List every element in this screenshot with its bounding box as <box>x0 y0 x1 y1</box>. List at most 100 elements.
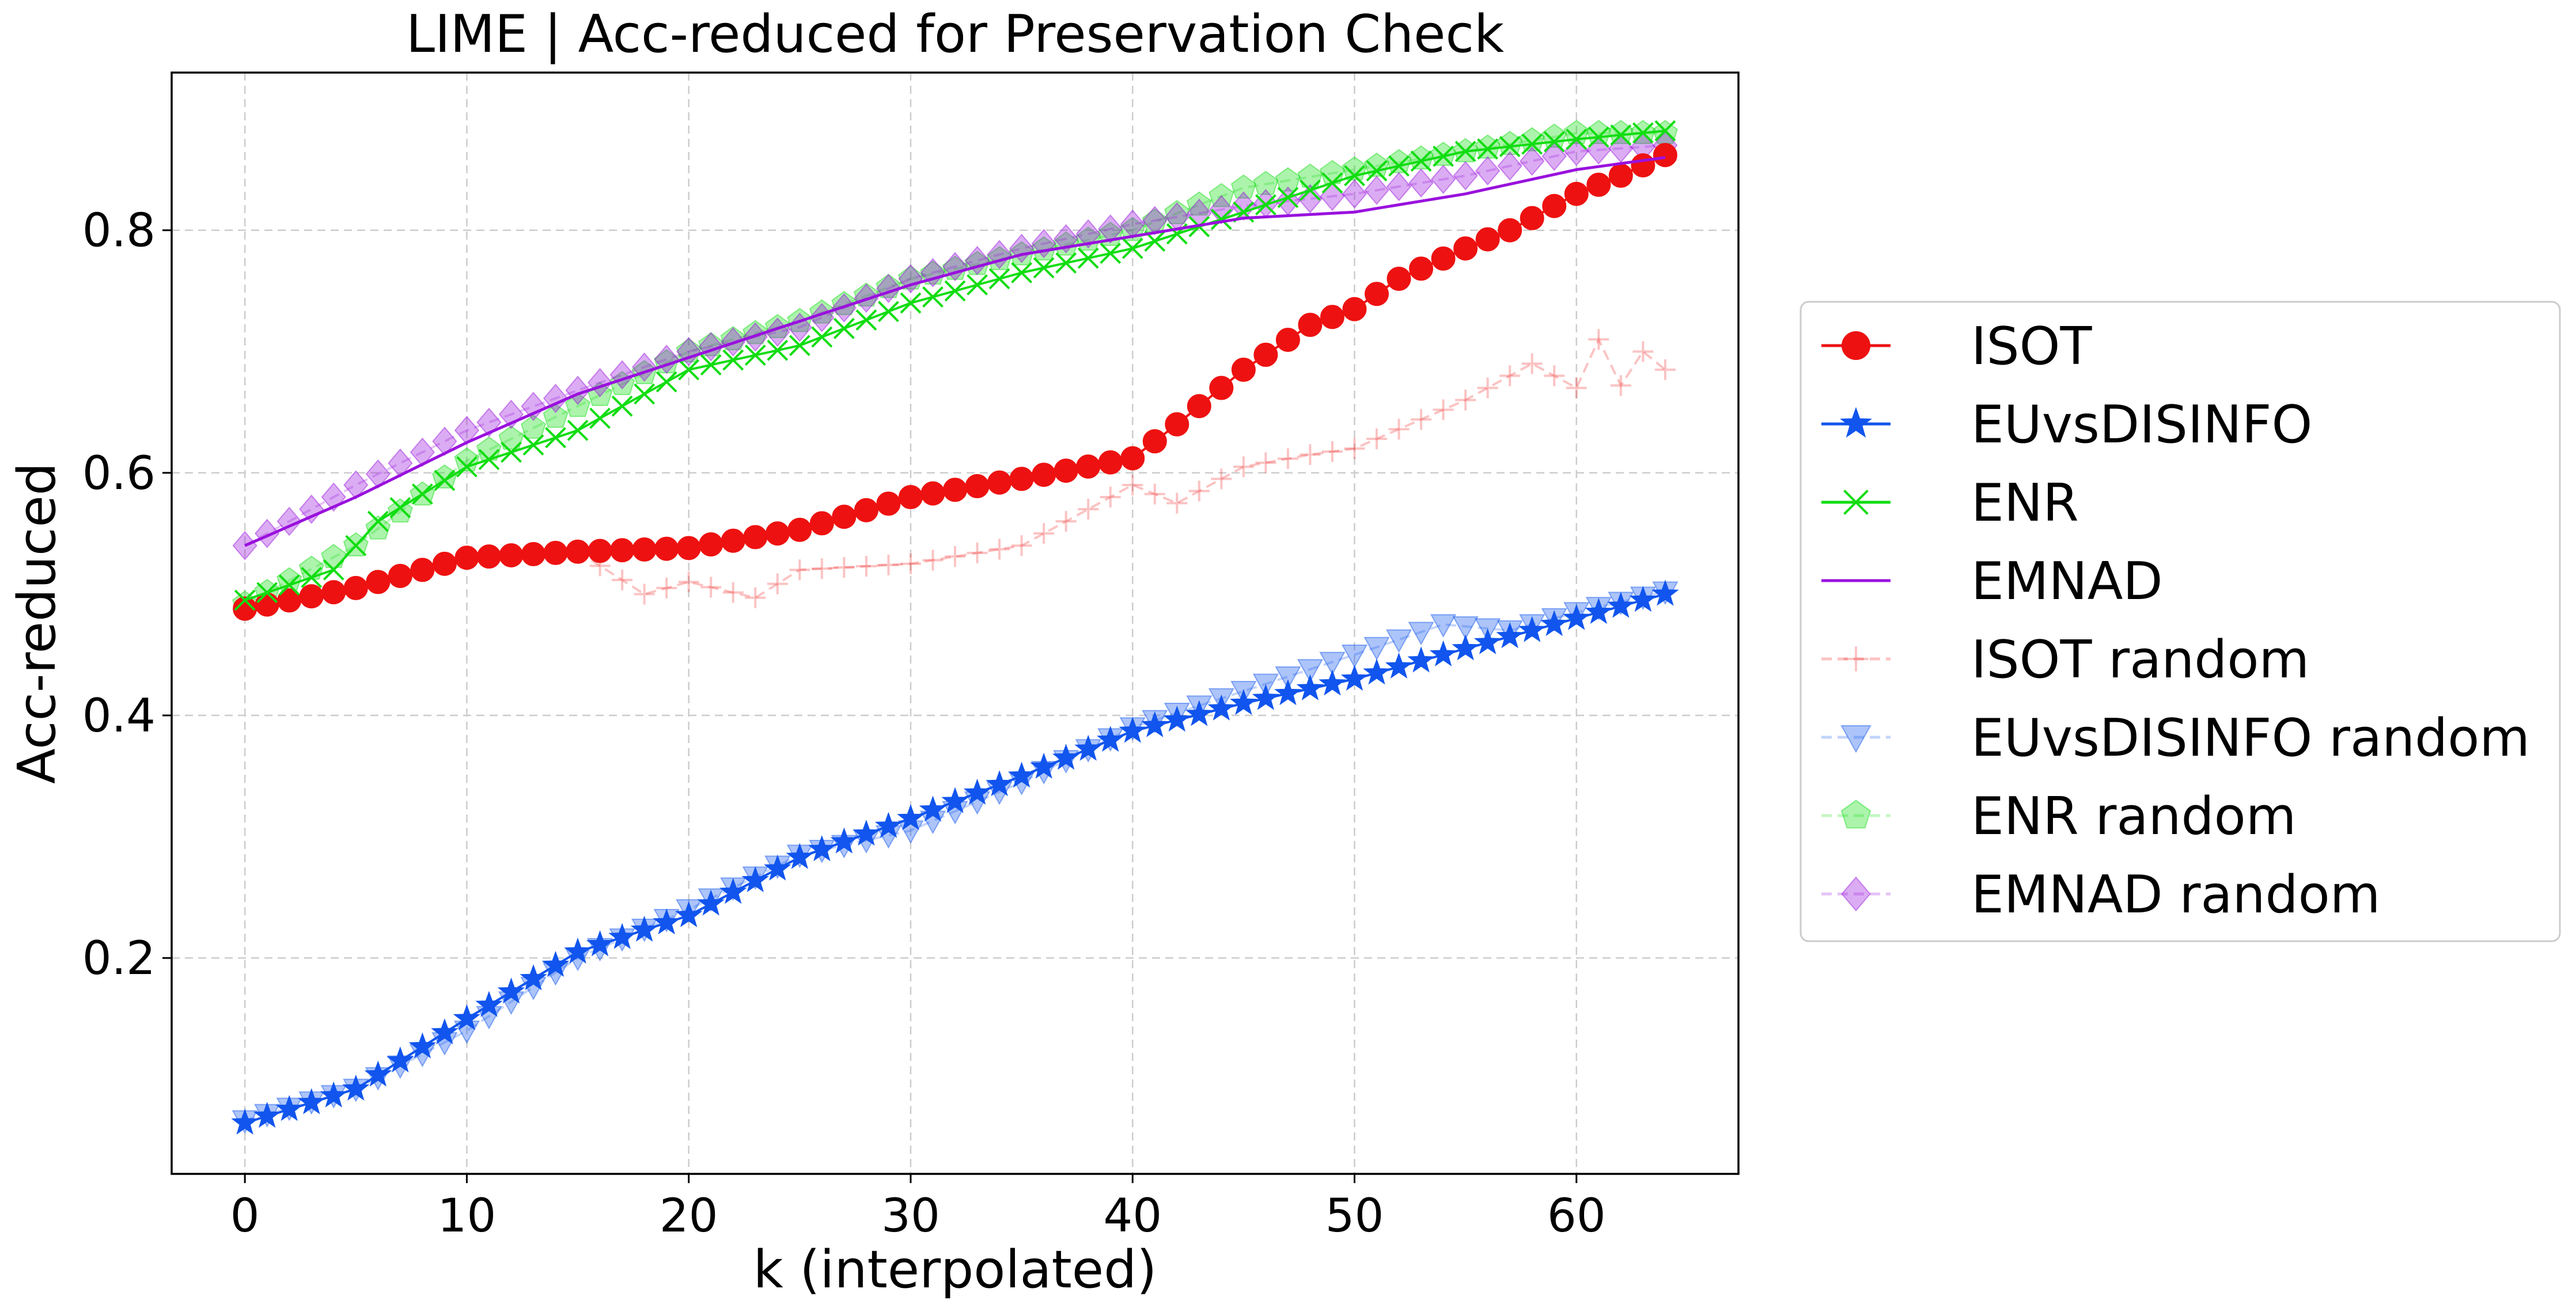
legend-marker-emnad-random <box>1841 876 1871 912</box>
data-point-euvsdisinfo <box>786 843 813 869</box>
data-point-euvsdisinfo <box>1230 689 1257 715</box>
data-point-enr <box>256 582 278 604</box>
data-point-emnad-random <box>1475 156 1501 186</box>
data-point-enr <box>944 280 966 302</box>
data-point-enr <box>1654 120 1676 142</box>
data-point-enr <box>900 292 922 314</box>
data-point-euvsdisinfo-random <box>1319 651 1346 676</box>
data-point-isot-random <box>700 577 722 598</box>
plot-frame <box>171 71 1740 1175</box>
series-line-enr-random <box>244 132 1665 605</box>
data-point-isot <box>366 570 391 594</box>
data-point-enr <box>1543 131 1565 153</box>
legend-item-euvsdisinfo: EUvsDISINFO <box>1821 395 2312 455</box>
data-point-isot-random <box>1477 377 1498 399</box>
data-point-isot-random <box>656 577 677 598</box>
data-point-isot <box>632 537 657 562</box>
data-point-euvsdisinfo <box>453 1004 481 1030</box>
data-point-enr <box>1566 128 1588 150</box>
legend-label-euvsdisinfo: EUvsDISINFO <box>1971 395 2312 455</box>
data-point-euvsdisinfo <box>719 878 747 904</box>
x-tick-label: 20 <box>660 1189 718 1242</box>
data-point-emnad-random <box>1164 202 1189 232</box>
data-point-euvsdisinfo <box>986 770 1013 797</box>
data-point-euvsdisinfo <box>1429 640 1457 666</box>
data-point-euvsdisinfo <box>1607 592 1635 618</box>
data-point-enr <box>1255 194 1276 215</box>
data-point-isot-random <box>922 550 944 571</box>
data-point-isot <box>1098 450 1123 475</box>
data-point-isot <box>1586 172 1611 197</box>
data-point-euvsdisinfo <box>808 835 836 862</box>
data-point-emnad-random <box>698 332 723 362</box>
data-point-isot-random <box>1321 441 1343 463</box>
data-point-isot-random <box>834 557 855 578</box>
data-point-enr <box>922 286 944 308</box>
data-point-emnad-random <box>1408 168 1434 198</box>
data-point-isot <box>721 528 745 553</box>
data-point-enr <box>501 441 522 463</box>
data-point-emnad-random <box>410 437 435 467</box>
data-point-euvsdisinfo <box>387 1046 414 1073</box>
data-point-enr <box>1100 242 1122 264</box>
x-tick-label: 30 <box>881 1189 940 1242</box>
data-point-enr <box>855 309 877 331</box>
data-point-enr <box>1588 126 1609 148</box>
data-point-enr <box>722 349 744 371</box>
data-point-enr <box>967 274 988 295</box>
data-point-enr-random <box>298 555 324 580</box>
data-point-isot <box>832 505 857 529</box>
data-point-emnad-random <box>1342 179 1367 209</box>
data-point-enr-random <box>1497 130 1523 155</box>
legend-label-enr: ENR <box>1971 473 2079 533</box>
data-point-isot-random <box>1632 341 1654 362</box>
data-point-isot-random <box>945 546 965 567</box>
data-point-euvsdisinfo <box>853 820 880 846</box>
data-point-euvsdisinfo <box>697 889 725 916</box>
data-point-enr-random <box>1430 141 1456 166</box>
data-point-enr <box>1055 252 1077 274</box>
data-point-enr <box>1433 145 1454 167</box>
data-point-emnad-random <box>521 391 546 422</box>
data-point-enr <box>278 574 300 596</box>
data-point-enr <box>1077 247 1099 269</box>
series-line-emnad-random <box>244 144 1666 547</box>
data-point-enr-random <box>986 246 1013 271</box>
data-point-euvsdisinfo <box>1651 579 1679 606</box>
data-point-isot <box>743 525 768 550</box>
data-point-euvsdisinfo <box>830 827 858 854</box>
series-isot <box>233 143 1677 621</box>
data-point-euvsdisinfo <box>1496 622 1524 649</box>
data-point-enr <box>1277 187 1299 209</box>
legend-label-emnad: EMNAD <box>1971 551 2163 612</box>
data-point-emnad-random <box>920 257 946 287</box>
data-point-enr-random <box>1031 236 1057 261</box>
data-point-isot-random <box>767 573 788 594</box>
data-point-isot <box>1520 206 1544 230</box>
data-point-emnad-random <box>388 448 413 478</box>
x-axis-title: k (interpolated) <box>753 1240 1157 1300</box>
legend-marker-euvsdisinfo-random <box>1840 725 1872 753</box>
data-point-isot-random <box>1144 483 1165 505</box>
data-point-euvsdisinfo <box>1319 669 1346 696</box>
data-point-isot <box>1387 266 1411 291</box>
data-point-isot <box>1187 394 1211 419</box>
data-point-isot <box>299 584 324 609</box>
data-point-euvsdisinfo <box>1452 634 1479 661</box>
data-point-enr <box>1410 150 1432 172</box>
data-point-isot <box>1498 218 1522 242</box>
data-point-emnad-random <box>1519 146 1545 176</box>
data-point-isot-random <box>1499 365 1521 386</box>
data-point-euvsdisinfo-random <box>1297 659 1324 683</box>
data-point-enr <box>1454 141 1476 162</box>
data-point-isot <box>943 478 967 502</box>
data-point-isot-random <box>855 556 877 577</box>
data-point-enr-random <box>1475 134 1501 159</box>
data-point-isot-random <box>1100 487 1121 508</box>
legend-item-enr-random: ENR random <box>1821 786 2296 847</box>
data-point-isot <box>1298 312 1323 337</box>
series-line-euvsdisinfo-random <box>244 590 1666 1122</box>
data-point-enr <box>1477 138 1499 160</box>
data-point-enr <box>767 339 789 361</box>
data-point-enr <box>811 326 833 348</box>
